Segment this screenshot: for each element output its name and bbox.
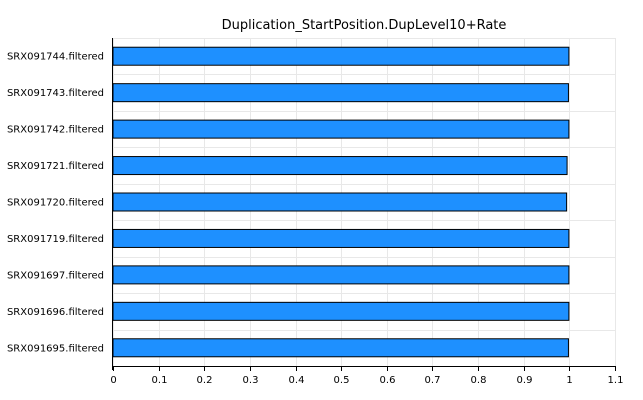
category-label: SRX091721.filtered: [7, 161, 104, 172]
x-tick-label: 0.4: [289, 375, 305, 386]
category-label: SRX091696.filtered: [7, 307, 104, 318]
x-axis: 0 0.1 0.2 0.3 0.4 0.5 0.6 0.7 0.8 0.9 1 1.1: [110, 38, 623, 386]
x-tick-label: 0.7: [425, 375, 441, 386]
category-label: SRX091695.filtered: [7, 343, 104, 354]
x-tick-label: 1: [566, 375, 572, 386]
x-tick-label: 0.5: [334, 375, 350, 386]
x-tick-label: 1.1: [608, 375, 624, 386]
chart-title: Duplication_StartPosition.DupLevel10+Rat…: [222, 18, 507, 33]
category-label: SRX091697.filtered: [7, 270, 104, 281]
bar: [112, 156, 568, 176]
x-tick-label: 0.8: [471, 375, 487, 386]
bar: [112, 265, 570, 285]
bar: [112, 338, 569, 358]
category-labels: SRX091744.filtered SRX091743.filtered SRX0…: [7, 52, 104, 355]
category-label: SRX091744.filtered: [7, 52, 104, 63]
bar: [112, 46, 570, 66]
bar: [112, 301, 570, 321]
category-label: SRX091743.filtered: [7, 88, 104, 99]
bar: [112, 228, 570, 248]
category-label: SRX091719.filtered: [7, 234, 104, 245]
category-label: SRX091742.filtered: [7, 125, 104, 136]
bar: [112, 192, 568, 212]
x-tick-label: 0: [110, 375, 116, 386]
x-tick-label: 0.2: [197, 375, 213, 386]
x-tick-label: 0.1: [152, 375, 168, 386]
category-label: SRX091720.filtered: [7, 198, 104, 209]
x-tick-label: 0.6: [380, 375, 396, 386]
bars: [112, 46, 570, 358]
bar: [112, 119, 570, 139]
bar: [112, 83, 569, 103]
x-tick-label: 0.3: [243, 375, 259, 386]
x-tick-label: 0.9: [517, 375, 533, 386]
